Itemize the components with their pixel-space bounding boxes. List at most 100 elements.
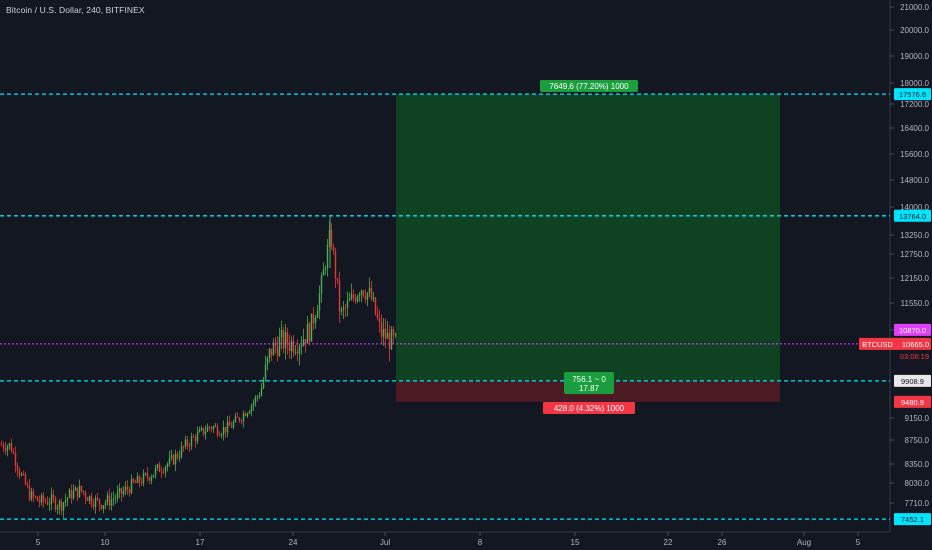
candle-body [324, 268, 327, 270]
candle-body [72, 490, 75, 499]
chart-labels: 17576.6 13764.0 9908.9 9480.9 7452.1 10870.0 B… [540, 80, 931, 526]
y-tick-label: 11550.0 [901, 299, 930, 308]
candle-body [120, 488, 123, 495]
y-tick-label: 21000.0 [900, 3, 929, 12]
candle-body [58, 501, 61, 508]
candle-body [106, 495, 109, 503]
candle-body [30, 491, 33, 500]
candle-body [116, 491, 119, 499]
center-label-line2: 17.87 [579, 384, 600, 393]
y-tick-label: 19000.0 [900, 52, 929, 61]
candle-body [180, 446, 183, 457]
candle-body [280, 330, 283, 338]
candle-body [150, 477, 153, 481]
tag-symbol: BTCUSD [862, 340, 893, 349]
candle-body [290, 340, 293, 352]
candle-body [276, 346, 279, 356]
tag-bottom-level: 7452.1 [901, 515, 924, 524]
candle-body [192, 436, 195, 438]
target-label: 7649.6 (77.20%) 1000 [549, 82, 629, 91]
candle-body [392, 329, 395, 336]
x-tick-label: 8 [478, 538, 483, 547]
candle-body [354, 297, 357, 302]
candle-body [210, 427, 213, 429]
candle-body [182, 446, 185, 448]
candle-body [84, 492, 87, 498]
y-tick-label: 14000.0 [900, 203, 929, 212]
y-tick-label: 8350.0 [905, 460, 930, 469]
candle-body [176, 453, 179, 458]
candle-body [230, 425, 233, 428]
candle-body [322, 269, 325, 276]
candle-body [96, 497, 99, 500]
candle-body [46, 501, 49, 505]
candle-body [194, 436, 197, 442]
y-tick-label: 8030.0 [905, 479, 930, 488]
candle-body [54, 498, 57, 510]
candle-body [104, 502, 107, 506]
candle-body [236, 416, 239, 418]
candle-layer [0, 215, 397, 519]
candle-body [386, 332, 389, 339]
candle-body [98, 499, 101, 506]
candle-body [100, 505, 103, 509]
candle-body [292, 340, 295, 353]
candle-body [162, 471, 165, 473]
candle-body [358, 294, 361, 297]
candle-body [274, 342, 277, 347]
candle-body [350, 294, 353, 300]
candle-body [86, 497, 89, 501]
candle-body [298, 346, 301, 354]
candle-body [42, 495, 45, 502]
y-tick-label: 16400.0 [900, 124, 929, 133]
candle-body [66, 497, 69, 501]
candle-body [338, 280, 341, 312]
candle-body [204, 431, 207, 435]
candle-body [80, 485, 83, 491]
candle-body [366, 292, 369, 300]
candle-body [286, 332, 289, 345]
candle-body [250, 405, 253, 412]
candle-body [60, 501, 63, 511]
candle-body [178, 456, 181, 458]
candle-body [50, 494, 53, 504]
y-tick-label: 13250.0 [900, 231, 929, 240]
candle-body [82, 490, 85, 493]
candle-body [124, 486, 127, 492]
candle-body [332, 247, 335, 251]
candle-body [158, 464, 161, 472]
candle-body [18, 470, 21, 476]
candle-body [166, 463, 169, 467]
candle-body [152, 474, 155, 478]
candle-body [156, 464, 159, 468]
candle-body [240, 420, 243, 422]
candle-body [264, 364, 267, 380]
x-tick-label: Jul [380, 538, 390, 547]
candle-body [304, 339, 307, 344]
candle-body [294, 351, 297, 353]
candle-body [238, 417, 241, 421]
candle-body [140, 482, 143, 484]
candle-body [320, 275, 323, 294]
x-tick-label: 22 [664, 538, 673, 547]
candle-body [302, 339, 305, 346]
x-tick-label: 10 [101, 538, 110, 547]
candle-body [94, 497, 97, 507]
target-label-bg [540, 80, 638, 92]
candle-body [144, 473, 147, 475]
tag-upper-level: 13764.0 [899, 212, 926, 221]
candle-body [142, 473, 145, 484]
candle-body [254, 397, 257, 403]
y-tick-label: 14800.0 [900, 176, 929, 185]
candle-body [26, 484, 29, 486]
candle-body [200, 427, 203, 430]
candle-body [16, 465, 19, 471]
x-tick-label: 5 [36, 538, 41, 547]
candle-body [196, 432, 199, 442]
candle-body [380, 322, 383, 337]
candle-body [282, 330, 285, 349]
candle-body [170, 455, 173, 458]
candle-body [374, 297, 377, 315]
